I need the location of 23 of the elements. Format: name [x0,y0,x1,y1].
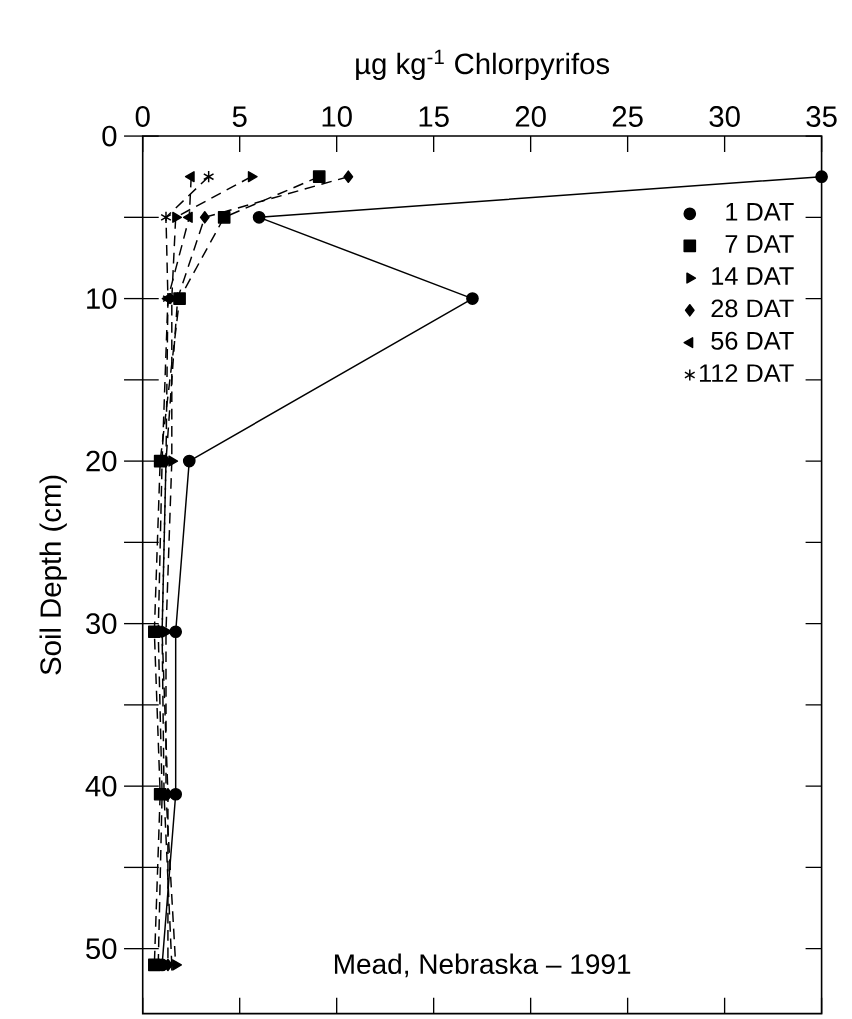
x-tick-label: 20 [515,106,546,127]
x-tick-label: 0 [135,106,150,127]
y-axis-title: Soil Depth (cm) [39,475,67,675]
annotation: Mead, Nebraska – 1991 [334,953,631,978]
legend-label: 112 DAT [699,364,794,382]
legend-label: 7 DAT [725,235,794,253]
x-tick-label: 15 [419,106,449,127]
legend-label: 28 DAT [711,299,794,318]
y-tick-label: 20 [86,450,117,472]
x-tick-label: 25 [612,106,643,127]
x-tick-label: 30 [709,106,740,127]
y-tick-label: 0 [102,125,117,147]
x-tick-label: 5 [232,106,247,127]
x-axis-title: µg kg$^{-1}$ Chlorpyrifos [356,49,609,81]
y-tick-label: 10 [87,288,117,309]
x-tick-label: 10 [322,106,352,127]
legend-label: 1 DAT [726,203,794,221]
y-tick-label: 30 [85,613,117,635]
y-tick-label: 50 [85,938,117,960]
legend-label: 14 DAT [712,267,794,285]
y-tick-label: 40 [85,775,117,797]
x-tick-label: 35 [806,106,837,127]
legend-label: 56 DAT [711,331,794,350]
